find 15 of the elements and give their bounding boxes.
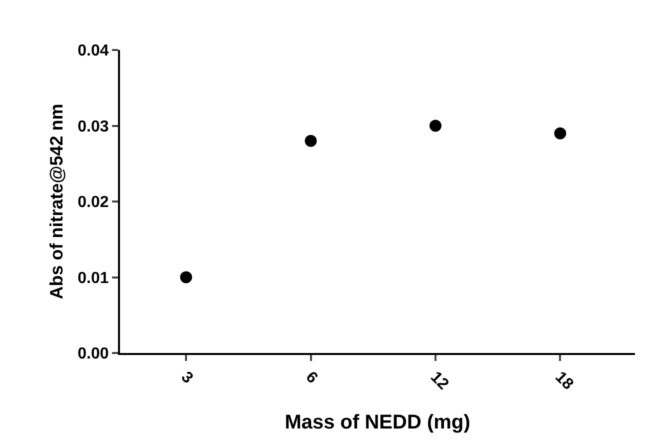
y-tick-label: 0.02	[78, 194, 109, 212]
point	[304, 134, 317, 147]
point	[429, 120, 442, 132]
y-tick-label: 0.03	[78, 118, 109, 136]
y-axis-title: Abs of nitrate@542 nm	[46, 104, 66, 300]
x-tick-label: 18	[552, 368, 576, 394]
y-tick-label: 0.00	[78, 346, 109, 363]
x-tick-label: 3	[178, 368, 196, 388]
point	[554, 127, 566, 140]
point	[180, 271, 192, 284]
x-tick-label: 12	[426, 368, 452, 394]
x-axis-title: Mass of NEDD (mg)	[284, 411, 470, 434]
y-tick-label: 0.04	[78, 42, 109, 60]
x-tick-label: 6	[302, 368, 321, 388]
y-tick-label: 0.01	[78, 270, 109, 287]
